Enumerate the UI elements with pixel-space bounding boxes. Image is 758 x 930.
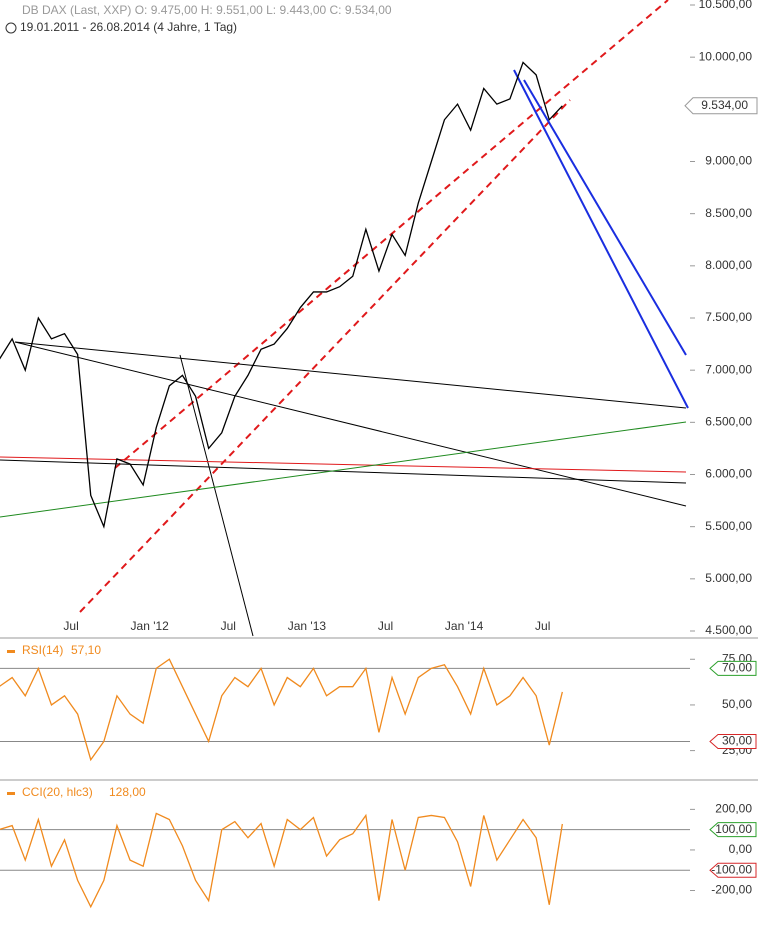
- x-tick-label: Jan '13: [288, 619, 327, 633]
- level-tag: [709, 822, 757, 838]
- y-tick-label: 7.500,00: [705, 310, 752, 324]
- panel-value: 57,10: [71, 643, 101, 657]
- trend-lines: [0, 0, 689, 637]
- legend-swatch: [7, 792, 15, 795]
- y-tick-label: 5.000,00: [705, 571, 752, 585]
- blue-line: [513, 69, 689, 409]
- level-tag: [709, 862, 757, 878]
- y-tick-label: 10.500,00: [699, 0, 753, 11]
- level-label: 100,00: [715, 822, 752, 836]
- x-tick-label: Jul: [221, 619, 236, 633]
- y-tick-label: 200,00: [715, 802, 752, 816]
- price-line: [0, 61, 563, 529]
- chart-subtitle: 19.01.2011 - 26.08.2014 (4 Jahre, 1 Tag): [20, 20, 237, 34]
- level-label: 70,00: [722, 661, 752, 675]
- y-tick-label: 6.500,00: [705, 415, 752, 429]
- level-tag: [709, 660, 757, 676]
- y-tick-label: 7.000,00: [705, 362, 752, 376]
- price-line: [0, 812, 563, 909]
- x-tick-label: Jan '12: [131, 619, 170, 633]
- y-tick-label: 9.000,00: [705, 154, 752, 168]
- x-tick-label: Jan '14: [445, 619, 484, 633]
- y-tick-label: 5.500,00: [705, 519, 752, 533]
- blue-line: [523, 79, 687, 356]
- level-label: 30,00: [722, 734, 752, 748]
- y-tick-label: 0,00: [729, 842, 753, 856]
- y-tick-label: 50,00: [722, 697, 752, 711]
- level-tag: [709, 733, 757, 749]
- x-tick-label: Jul: [378, 619, 393, 633]
- price-line: [0, 658, 563, 762]
- y-tick-label: 6.000,00: [705, 467, 752, 481]
- y-tick-label: 8.500,00: [705, 206, 752, 220]
- y-tick-label: -200,00: [711, 883, 752, 897]
- channel-lower: [79, 99, 571, 613]
- channel-upper: [114, 0, 669, 469]
- y-tick-label: 4.500,00: [705, 623, 752, 637]
- red-line: [0, 456, 687, 473]
- y-tick-label: 10.000,00: [699, 49, 753, 63]
- panel-title: RSI(14): [22, 643, 63, 657]
- black-line: [14, 341, 687, 409]
- legend-swatch: [7, 650, 15, 653]
- black-line: [0, 459, 687, 484]
- black-line: [14, 341, 687, 507]
- green-line: [0, 421, 687, 518]
- last-value-label: 9.534,00: [701, 98, 748, 112]
- clock-icon: [5, 22, 17, 34]
- black-line: [179, 354, 254, 637]
- panel-title: CCI(20, hlc3): [22, 785, 93, 799]
- level-label: -100,00: [711, 862, 752, 876]
- x-tick-label: Jul: [63, 619, 78, 633]
- x-tick-label: Jul: [535, 619, 550, 633]
- panel-value: 128,00: [109, 785, 146, 799]
- chart-title: DB DAX (Last, XXP) O: 9.475,00 H: 9.551,…: [22, 3, 392, 17]
- y-tick-label: 8.000,00: [705, 258, 752, 272]
- last-value-tag: [684, 97, 758, 115]
